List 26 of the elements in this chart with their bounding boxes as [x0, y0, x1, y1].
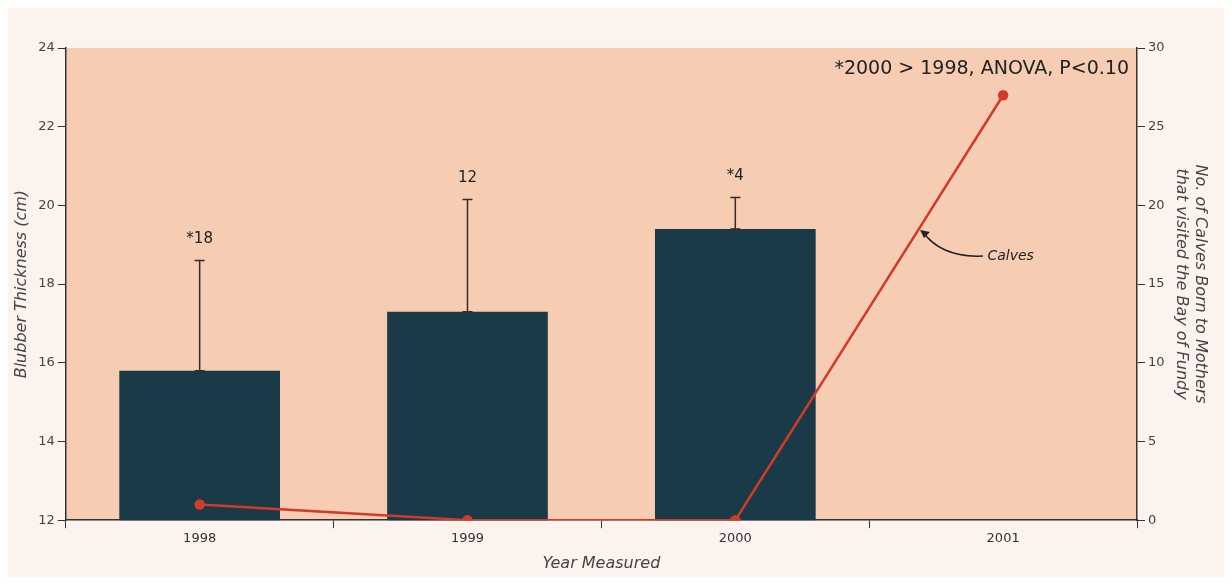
y2-tick-label: 0 [1148, 511, 1157, 527]
y-tick-label: 12 [38, 511, 55, 527]
y2-tick-label: 15 [1148, 275, 1165, 291]
y2-axis-title: No. of Calves Born to Mothers that visited the Bay of Fundy [1173, 164, 1212, 404]
x-tick-label: 2001 [986, 530, 1020, 546]
y-tick-label: 20 [38, 196, 55, 212]
annotation: *4 [726, 165, 744, 184]
y-tick-label: 18 [38, 275, 55, 291]
y-tick-label: 14 [38, 432, 55, 448]
y2-tick-label: 5 [1148, 432, 1157, 448]
y-tick-label: 16 [38, 354, 55, 370]
y2-tick-label: 25 [1148, 118, 1165, 134]
y2-tick-label: 20 [1148, 196, 1165, 212]
x-tick-label: 1999 [450, 530, 485, 546]
y2-tick-label: 30 [1148, 39, 1165, 55]
y-tick-label: 22 [38, 118, 55, 134]
annotation: *2000 > 1998, ANOVA, P<0.10 [834, 56, 1130, 79]
annotation: 12 [457, 167, 478, 186]
text: Calves [987, 246, 1034, 263]
x-tick-label: 1998 [183, 530, 217, 546]
annotation: *18 [186, 228, 213, 247]
y-axis-title: Blubber Thickness (cm) [10, 189, 30, 379]
y2-tick-label: 10 [1148, 354, 1165, 370]
x-axis-title: Year Measured [542, 552, 662, 572]
x-tick-label: 2000 [718, 530, 752, 546]
y-tick-label: 24 [38, 39, 55, 55]
